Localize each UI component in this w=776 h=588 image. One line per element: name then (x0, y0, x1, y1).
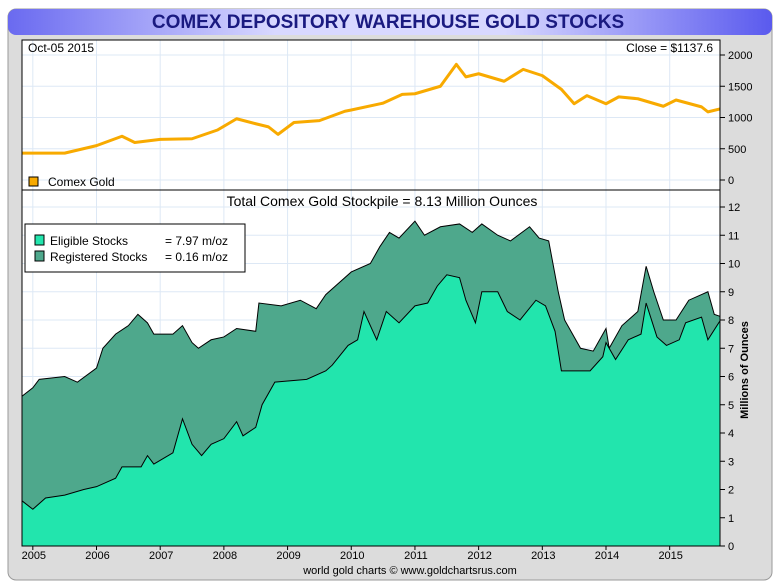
gold-y-tick-label: 2000 (728, 50, 752, 62)
chart-title: COMEX DEPOSITORY WAREHOUSE GOLD STOCKS (152, 12, 624, 33)
eligible-swatch (34, 234, 45, 246)
x-tick-label: 2008 (213, 550, 237, 562)
stocks-y-tick-label: 6 (728, 372, 734, 384)
title-bar (8, 9, 772, 35)
stocks-y-tick-label: 4 (728, 428, 734, 440)
x-tick-label: 2006 (85, 550, 109, 562)
eligible-value: = 7.97 m/oz (165, 234, 228, 248)
stockpile-title: Total Comex Gold Stockpile = 8.13 Millio… (227, 193, 538, 209)
stocks-y-tick-label: 11 (728, 230, 739, 242)
x-tick-label: 2012 (467, 550, 491, 562)
stocks-y-tick-label: 10 (728, 259, 740, 271)
close-label: Close = $1137.6 (626, 41, 713, 55)
x-tick-label: 2010 (340, 550, 364, 562)
x-tick-label: 2009 (276, 550, 300, 562)
credit-text: world gold charts © www.goldchartsrus.co… (302, 565, 517, 577)
stocks-y-tick-label: 0 (728, 541, 734, 553)
gold-legend-swatch (28, 176, 39, 187)
gold-legend-label: Comex Gold (48, 175, 115, 189)
stocks-y-tick-label: 9 (728, 287, 734, 299)
gold-y-tick-label: 500 (728, 144, 746, 156)
stocks-y-tick-label: 12 (728, 202, 740, 214)
gold-y-tick-label: 0 (728, 175, 734, 187)
x-tick-label: 2013 (531, 550, 555, 562)
stocks-legend: Eligible Stocks = 7.97 m/oz Registered S… (24, 223, 246, 273)
gold-price-line (22, 62, 721, 155)
eligible-label: Eligible Stocks (50, 234, 128, 248)
stocks-y-tick-label: 2 (728, 485, 734, 497)
x-tick-label: 2007 (149, 550, 173, 562)
registered-label: Registered Stocks (50, 250, 147, 264)
gold-price-plot (21, 39, 721, 191)
x-tick-label: 2011 (404, 550, 428, 562)
stocks-y-tick-label: 8 (728, 315, 734, 327)
x-tick-label: 2005 (22, 550, 46, 562)
eligible-stocks-area (21, 274, 721, 547)
plot-border (21, 39, 721, 547)
x-tick-label: 2014 (595, 550, 619, 562)
stocks-y-tick-label: 1 (728, 513, 734, 525)
gold-y-tick-label: 1000 (728, 113, 752, 125)
stocks-y-tick-label: 5 (728, 400, 734, 412)
date-label: Oct-05 2015 (28, 41, 94, 55)
gold-y-tick-label: 1500 (728, 81, 752, 93)
x-tick-label: 2015 (658, 550, 682, 562)
registered-swatch (34, 250, 45, 262)
registered-value: = 0.16 m/oz (165, 250, 228, 264)
y-axis-label: Millions of Ounces (739, 321, 751, 419)
stocks-y-tick-label: 3 (728, 456, 734, 468)
stocks-y-tick-label: 7 (728, 343, 734, 355)
